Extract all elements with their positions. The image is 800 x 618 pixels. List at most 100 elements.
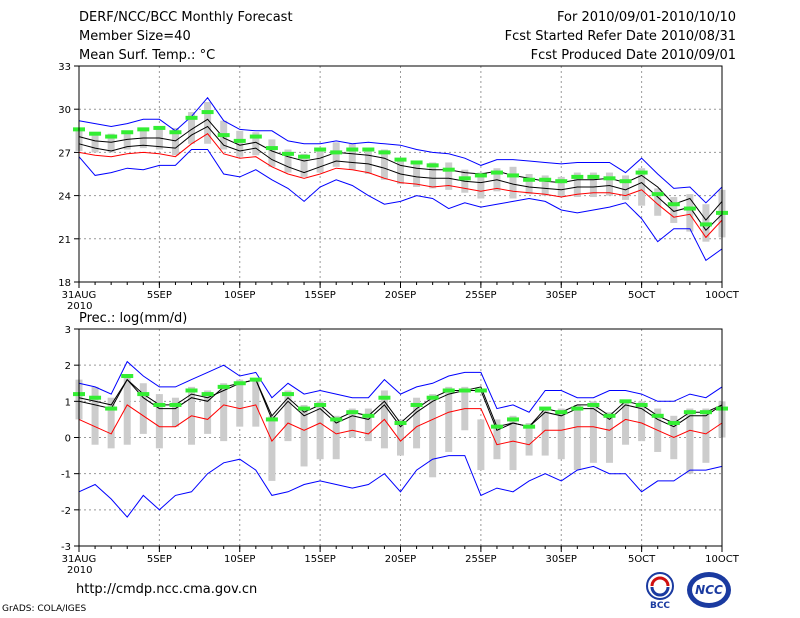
prec-spread-box [155, 394, 163, 449]
ncc-logo-text: NCC [695, 583, 723, 597]
prec-member-marker [169, 402, 182, 407]
temp-member-marker [249, 134, 262, 139]
prec-member-marker [201, 392, 214, 397]
temp-member-marker [555, 179, 568, 184]
prec-member-marker [458, 388, 471, 393]
temp-member-marker [233, 138, 246, 143]
temp-member-marker [458, 176, 471, 181]
prec-member-marker [394, 421, 407, 426]
prec-spread-box [622, 401, 630, 445]
temp-xtick-label: 31AUG [62, 290, 97, 301]
temp-lower-line [78, 149, 723, 262]
temp-member-marker [539, 177, 552, 182]
prec-member-marker [603, 413, 616, 418]
prec-member-marker [539, 406, 552, 411]
prec-spread-box [541, 408, 549, 456]
prec-upper-line [78, 360, 723, 413]
variable-label: Mean Surf. Temp.: °C [79, 48, 216, 63]
temp-year-label: 2010 [67, 301, 92, 312]
prec-spread-box [557, 408, 565, 460]
temp-member-marker [105, 134, 118, 139]
prec-lower-line [78, 455, 723, 518]
started-date: Fcst Started Refer Date 2010/08/31 [504, 29, 736, 44]
prec-member-marker [233, 381, 246, 386]
temp-upper-line [78, 96, 723, 204]
temp-member-marker [265, 146, 278, 151]
bcc-logo-text: BCC [650, 601, 670, 610]
temp-spread-box [364, 148, 372, 174]
temp-spread-box [284, 149, 292, 173]
prec-member-marker [89, 395, 102, 400]
temp-member-marker [217, 133, 230, 138]
temp-xtick-label: 5OCT [628, 290, 656, 301]
temp-xtick-label: 20SEP [385, 290, 416, 301]
prec-spread-box [107, 397, 115, 449]
temp-spread-box [557, 176, 565, 198]
temp-member-marker [394, 157, 407, 162]
temp-member-marker [651, 192, 664, 197]
temp-member-marker [603, 176, 616, 181]
prec-xtick-label: 25SEP [465, 554, 496, 565]
temp-member-marker [426, 163, 439, 168]
temp-member-marker [169, 130, 182, 135]
temp-member-marker [362, 147, 375, 152]
temp-spread-box [171, 127, 179, 156]
temp-spread-box [541, 175, 549, 196]
temp-member-marker [523, 177, 536, 182]
website-url[interactable]: http://cmdp.ncc.cma.gov.cn [76, 582, 258, 597]
temp-xtick-label: 5SEP [147, 290, 172, 301]
prec-spread-box [316, 401, 324, 460]
prec-member-marker [699, 410, 712, 415]
temp-member-marker [201, 110, 214, 115]
temp-spread-box [605, 172, 613, 196]
prec-spread-box [252, 379, 260, 427]
temp-spread-box [348, 143, 356, 170]
prec-spread-box [91, 386, 99, 445]
prec-member-marker [314, 402, 327, 407]
prec-year-label: 2010 [67, 565, 92, 576]
prec-spread-box [204, 390, 212, 434]
temp-mean-line [78, 125, 723, 231]
prec-ytick-label: 1 [65, 397, 71, 408]
prec-member-marker [587, 402, 600, 407]
prec-spread-box [268, 415, 276, 481]
prec-member-marker [281, 392, 294, 397]
prec-ytick-label: 2 [65, 361, 71, 372]
temp-q25-line [78, 133, 723, 239]
temp-ytick-label: 18 [58, 278, 71, 289]
temp-member-marker [667, 202, 680, 207]
temp-member-marker [314, 147, 327, 152]
temp-spread-box [107, 133, 115, 153]
temp-spread-box [589, 172, 597, 198]
prec-member-marker [330, 417, 343, 422]
prec-member-marker [683, 410, 696, 415]
prec-spread-box [364, 408, 372, 442]
temp-member-marker [137, 127, 150, 132]
temp-spread-box [413, 161, 421, 187]
temp-ytick-label: 21 [58, 235, 71, 246]
prec-spread-box [139, 383, 147, 434]
prec-member-marker [105, 406, 118, 411]
temp-spread-box [622, 175, 630, 200]
prec-ytick-label: 3 [65, 325, 71, 336]
temp-spread-box [686, 194, 694, 232]
temp-spread-box [300, 153, 308, 177]
prec-member-marker [410, 402, 423, 407]
prec-member-marker [619, 399, 632, 404]
forecast-period: For 2010/09/01-2010/10/10 [557, 10, 736, 25]
temp-spread-box [204, 102, 212, 144]
temp-member-marker [153, 125, 166, 130]
prec-xtick-label: 5SEP [147, 554, 172, 565]
prec-member-marker [121, 374, 134, 379]
prec-member-marker [507, 417, 520, 422]
prec-spread-box [397, 419, 404, 456]
prec-xtick-label: 10SEP [224, 554, 255, 565]
prec-xtick-label: 15SEP [304, 554, 335, 565]
prec-xtick-label: 31AUG [62, 554, 97, 565]
temp-member-marker [507, 173, 520, 178]
prec-member-marker [346, 410, 359, 415]
prec-member-marker [298, 406, 311, 411]
prec-ytick-label: -2 [61, 506, 71, 517]
prec-member-marker [490, 424, 503, 429]
prec-spread-box [445, 386, 453, 452]
